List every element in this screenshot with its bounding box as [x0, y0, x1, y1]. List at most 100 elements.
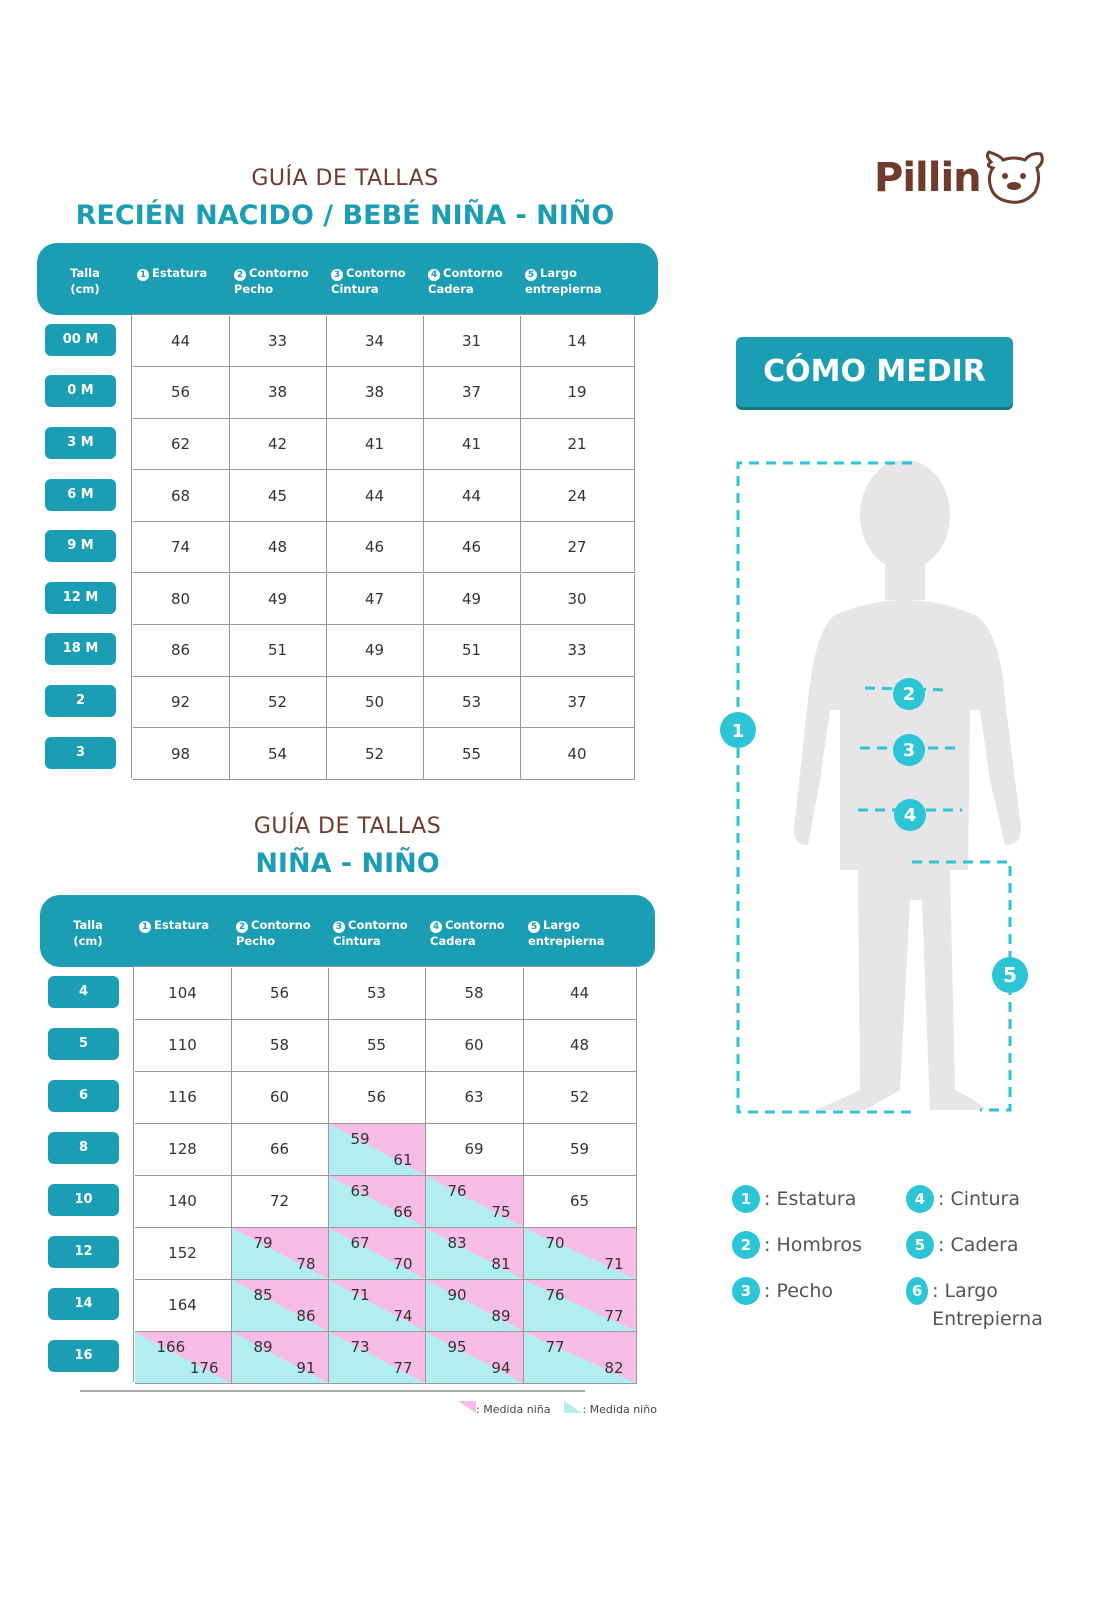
marker-3 — [893, 734, 925, 766]
split-cell: 79 78 — [231, 1227, 329, 1280]
header-3: 3 Contorno Cintura — [333, 917, 423, 949]
nino-value: 89 — [491, 1306, 511, 1325]
split-cell: 77 82 — [523, 1331, 637, 1384]
color-legend: : Medida niña : Medida niño — [458, 1401, 657, 1416]
table-cell: 41 — [423, 418, 521, 471]
marker-5-label: 5 — [1003, 963, 1017, 987]
table-cell: 58 — [425, 967, 524, 1020]
nino-value: 81 — [491, 1254, 511, 1273]
split-cell: 89 91 — [231, 1331, 329, 1384]
legend-label: : Cadera — [938, 1234, 1019, 1256]
number-badge-icon: 2 — [732, 1231, 760, 1259]
header-label: Talla (cm) — [73, 918, 103, 948]
size-label: 0 M — [45, 375, 116, 408]
table-cell: 152 — [134, 1227, 232, 1280]
table-cell: 58 — [231, 1019, 329, 1072]
table-cell: 59 — [523, 1123, 637, 1176]
table-cell: 128 — [134, 1123, 232, 1176]
table-cell: 72 — [231, 1175, 329, 1228]
table-cell: 24 — [520, 470, 635, 522]
table-cell: 51 — [423, 625, 521, 677]
legend-item: 4: Cintura — [906, 1185, 1020, 1213]
nina-value: 67 — [350, 1233, 370, 1252]
number-badge-icon: 5 — [528, 921, 540, 933]
baby-guide-title: GUÍA DE TALLAS — [251, 166, 439, 191]
table-cell: 31 — [423, 315, 521, 368]
size-label: 00 M — [45, 323, 116, 356]
table-cell: 49 — [423, 573, 521, 626]
size-label: 6 — [48, 1080, 119, 1112]
legend-item: 1: Estatura — [732, 1185, 856, 1213]
split-cell: 67 70 — [328, 1227, 426, 1280]
table-cell: 140 — [134, 1175, 232, 1228]
nina-value: 89 — [253, 1337, 273, 1356]
number-badge-icon: 2 — [234, 269, 246, 281]
nino-value: 70 — [393, 1254, 413, 1273]
legend-label: : Hombros — [764, 1234, 862, 1256]
table-cell: 47 — [326, 573, 424, 626]
split-cell: 71 74 — [328, 1279, 426, 1332]
split-cell: 59 61 — [328, 1123, 426, 1176]
table-cell: 52 — [523, 1071, 637, 1124]
size-label: 18 M — [45, 633, 116, 666]
header-5: 5 Largo entrepierna — [528, 917, 618, 949]
nino-value: 61 — [393, 1150, 413, 1169]
legend-label: : Cintura — [938, 1188, 1020, 1210]
legend-label: : Pecho — [764, 1280, 834, 1302]
nina-value: 70 — [545, 1233, 565, 1252]
split-cell: 63 66 — [328, 1175, 426, 1228]
header-4: 4 Contorno Cadera — [430, 917, 520, 949]
table-cell: 46 — [326, 521, 424, 574]
table-cell: 44 — [326, 470, 424, 522]
header-1: 1 Estatura — [139, 917, 229, 933]
table-cell: 51 — [229, 625, 327, 677]
table-cell: 33 — [229, 315, 327, 368]
size-label: 4 — [48, 976, 119, 1008]
table-cell: 104 — [134, 967, 232, 1020]
table-cell: 49 — [326, 625, 424, 677]
legend-label: : Largo Entrepierna — [932, 1280, 1043, 1330]
legend-item: 5: Cadera — [906, 1231, 1019, 1259]
child-silhouette — [793, 460, 1021, 1110]
header-label: Largo entrepierna — [528, 918, 605, 948]
header-3: 3 Contorno Cintura — [331, 265, 421, 297]
nino-value: 78 — [296, 1254, 316, 1273]
nina-value: 76 — [447, 1181, 467, 1200]
size-label: 8 — [48, 1132, 119, 1164]
nino-value: 91 — [296, 1358, 316, 1377]
table-cell: 86 — [132, 625, 230, 677]
header-4: 4 Contorno Cadera — [428, 265, 518, 297]
table-cell: 55 — [328, 1019, 426, 1072]
nina-value: 71 — [350, 1285, 370, 1304]
brand-name: Pillin — [874, 155, 982, 201]
como-medir-button[interactable]: CÓMO MEDIR — [736, 337, 1013, 407]
size-label: 14 — [48, 1288, 119, 1320]
nina-value: 85 — [253, 1285, 273, 1304]
marker-3-label: 3 — [903, 740, 916, 761]
table-grid — [131, 314, 633, 779]
marker-4-label: 4 — [904, 805, 917, 826]
split-cell: 95 94 — [425, 1331, 524, 1384]
table-cell: 60 — [425, 1019, 524, 1072]
table-cell: 116 — [134, 1071, 232, 1124]
marker-2 — [893, 678, 925, 710]
table-cell: 19 — [520, 367, 635, 419]
nina-value: 59 — [350, 1129, 370, 1148]
table-cell: 69 — [425, 1123, 524, 1176]
split-cell: 90 89 — [425, 1279, 524, 1332]
number-badge-icon: 3 — [331, 269, 343, 281]
header-0: Talla (cm) — [70, 917, 106, 949]
number-badge-icon: 2 — [236, 921, 248, 933]
nino-value: 82 — [604, 1358, 624, 1377]
table-cell: 65 — [523, 1175, 637, 1228]
legend-nina: : Medida niña — [458, 1401, 550, 1416]
table-grid — [133, 966, 635, 1382]
table-cell: 38 — [229, 367, 327, 419]
table-cell: 68 — [132, 470, 230, 522]
table-cell: 53 — [423, 676, 521, 729]
number-badge-icon: 4 — [906, 1185, 934, 1213]
table-cell: 52 — [229, 676, 327, 729]
table-cell: 49 — [229, 573, 327, 626]
size-label: 12 — [48, 1236, 119, 1268]
table-cell: 63 — [425, 1071, 524, 1124]
